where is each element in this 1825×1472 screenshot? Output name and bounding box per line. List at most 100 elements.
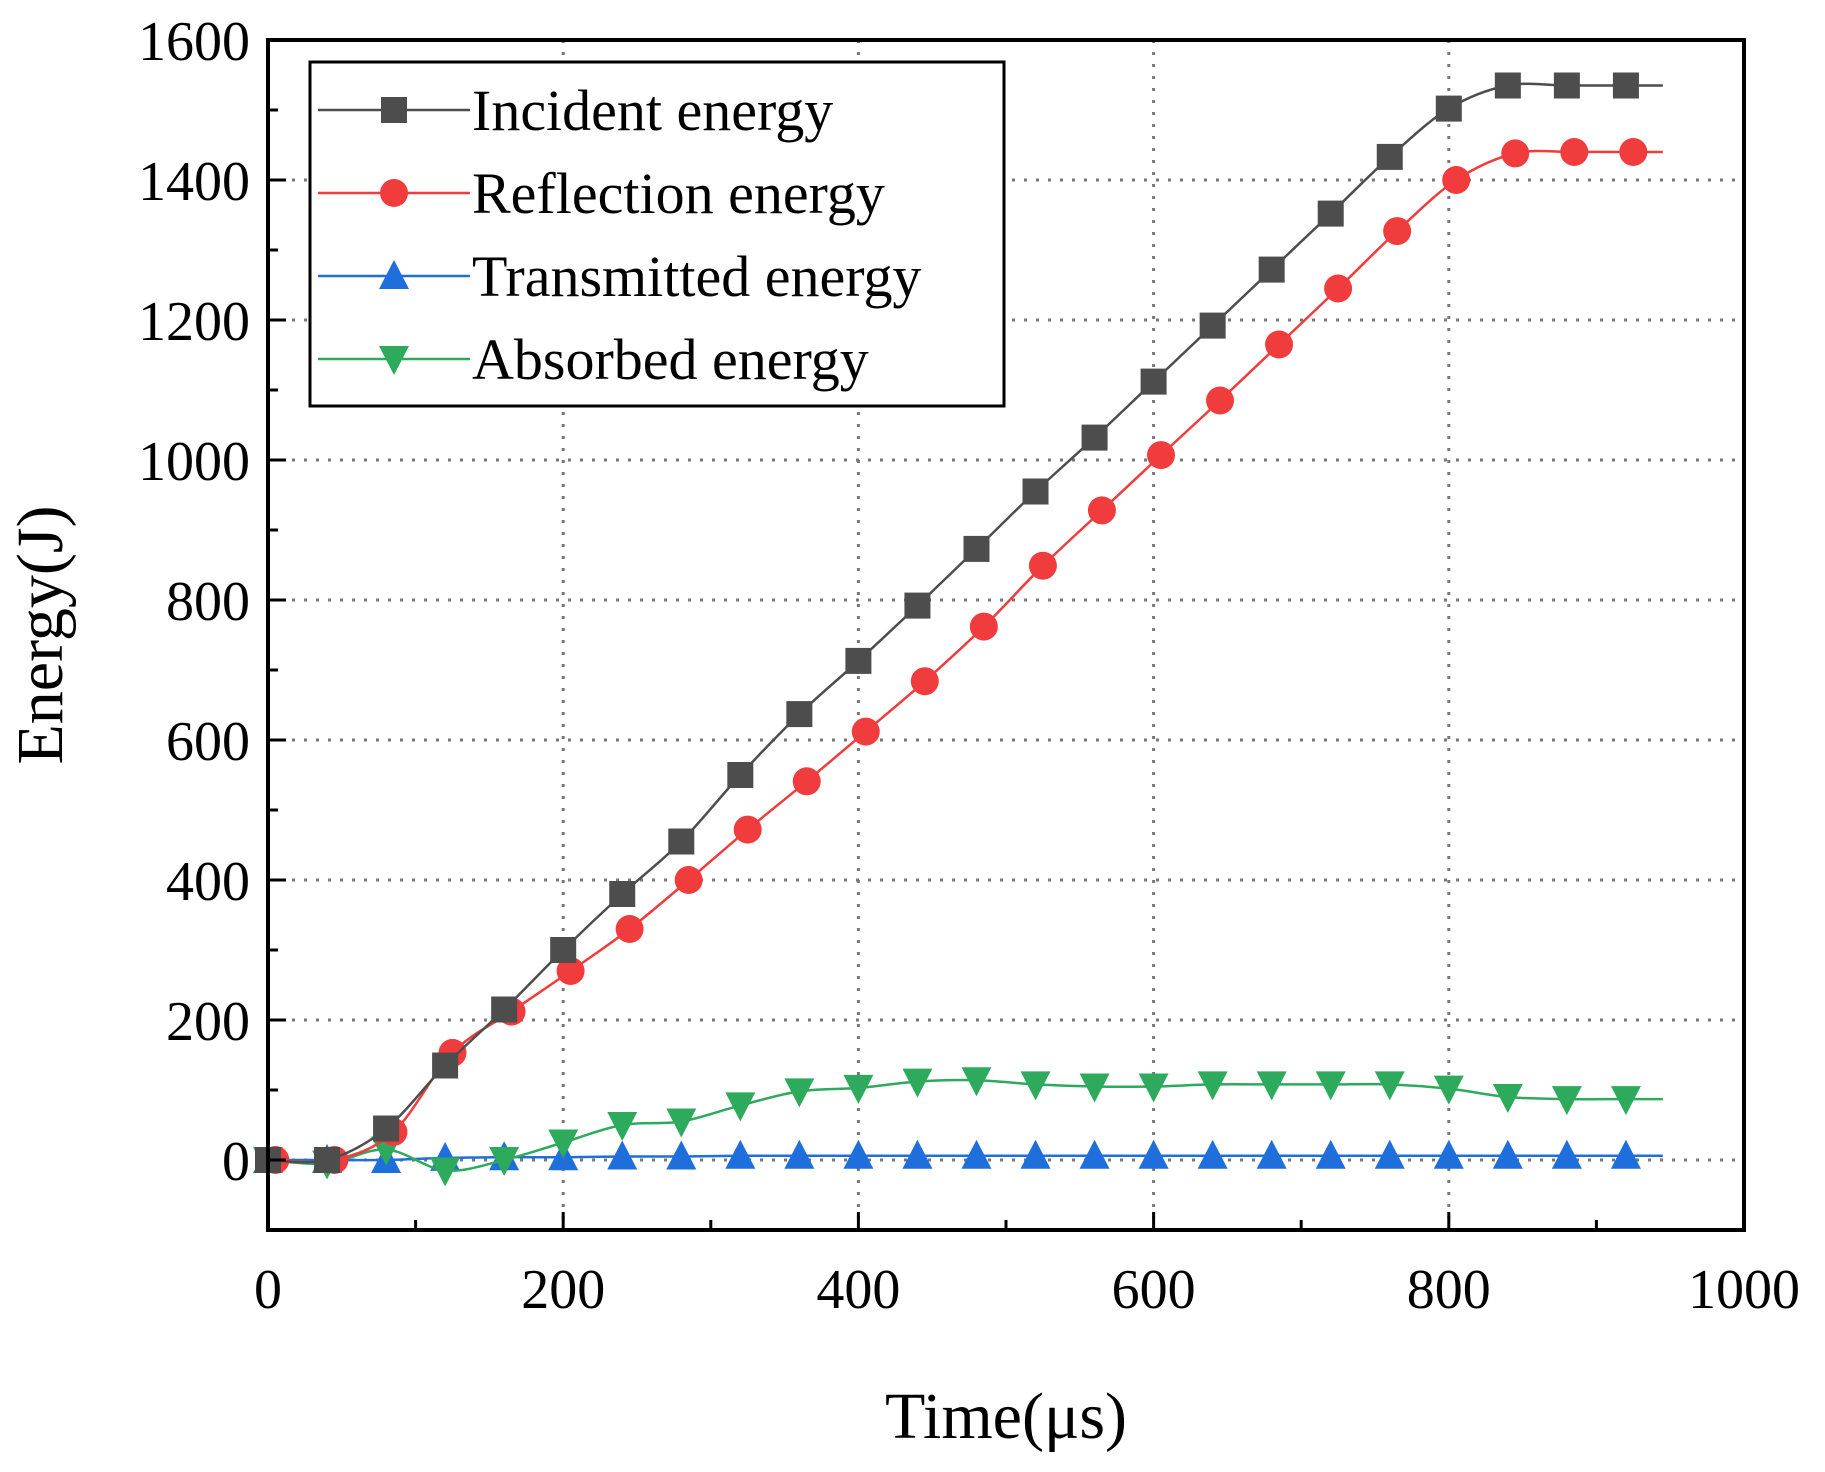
transmitted-point — [843, 1139, 874, 1169]
absorbed-point — [1020, 1071, 1051, 1101]
absorbed-point — [1551, 1086, 1582, 1116]
transmitted-point — [1374, 1139, 1405, 1169]
incident-point — [845, 647, 872, 674]
y-axis-title: Energy(J) — [4, 505, 77, 764]
reflection-point — [1324, 274, 1353, 303]
reflection-point — [1146, 441, 1175, 470]
reflection-point — [1442, 166, 1471, 194]
transmitted-point — [1138, 1139, 1169, 1169]
legend-box — [308, 60, 1006, 408]
transmitted-point — [1315, 1139, 1346, 1169]
incident-point — [491, 996, 518, 1023]
incident-point — [609, 881, 636, 907]
absorbed-point — [1315, 1071, 1346, 1101]
incident-point — [1022, 478, 1049, 505]
absorbed-point — [1492, 1084, 1523, 1113]
reflection-point — [1501, 139, 1530, 168]
absorbed-point — [430, 1157, 461, 1187]
y-tick-label: 1400 — [138, 151, 250, 213]
y-tick-label: 1600 — [138, 11, 250, 73]
incident-point — [1199, 312, 1226, 339]
absorbed-point — [961, 1067, 992, 1097]
tick-labels: 0 200 400 600 800 1000 0 200 400 600 800 1000 1200 14… — [138, 11, 1800, 1321]
transmitted-point — [1020, 1139, 1051, 1169]
absorbed-point — [1610, 1086, 1641, 1116]
transmitted-point — [1197, 1139, 1228, 1169]
transmitted-point — [607, 1140, 638, 1170]
legend: Incident energy Reflection energy Transmit… — [308, 60, 1006, 408]
reflection-point — [1383, 217, 1412, 246]
reflection-point — [1028, 551, 1057, 580]
x-tick-label: 600 — [1112, 1259, 1196, 1321]
x-tick-label: 200 — [521, 1259, 605, 1321]
incident-point — [1435, 95, 1462, 122]
reflection-point — [556, 957, 585, 985]
incident-point — [727, 762, 754, 788]
incident-point — [550, 937, 577, 963]
transmitted-point — [1492, 1139, 1523, 1169]
y-tick-label: 200 — [166, 991, 250, 1053]
y-tick-label: 600 — [166, 711, 250, 773]
incident-point — [904, 592, 931, 619]
incident-point — [373, 1115, 400, 1142]
incident-point — [786, 701, 813, 728]
absorbed-point — [725, 1092, 756, 1122]
incident-point — [1140, 368, 1167, 395]
absorbed-point — [784, 1078, 815, 1108]
absorbed-point — [548, 1129, 579, 1159]
reflection-point — [969, 612, 998, 641]
absorbed-point — [902, 1068, 933, 1098]
absorbed-point — [1433, 1075, 1464, 1105]
transmitted-point — [1551, 1139, 1582, 1169]
y-tick-label: 800 — [166, 571, 250, 633]
legend-marker-transmitted — [379, 260, 409, 289]
absorbed-point — [1374, 1071, 1405, 1101]
incident-point — [963, 535, 990, 562]
incident-point — [1258, 256, 1285, 283]
reflection-point — [1560, 138, 1589, 166]
reflection-point — [910, 667, 939, 696]
legend-label-absorbed: Absorbed energy — [472, 327, 869, 392]
x-axis-title: Time(μs) — [885, 1380, 1127, 1453]
y-tick-label: 1200 — [138, 291, 250, 353]
reflection-point — [674, 866, 703, 894]
incident-point — [314, 1147, 341, 1173]
incident-point — [1553, 72, 1580, 99]
y-tick-label: 400 — [166, 851, 250, 913]
transmitted-point — [666, 1140, 697, 1170]
absorbed-point — [843, 1074, 874, 1104]
transmitted-point — [1433, 1139, 1464, 1169]
absorbed-point — [1256, 1071, 1287, 1101]
absorbed-point — [1079, 1073, 1110, 1103]
series-transmitted — [253, 1139, 1663, 1173]
incident-point — [1612, 72, 1639, 99]
absorbed-point — [607, 1112, 638, 1141]
transmitted-point — [961, 1139, 992, 1169]
incident-point — [1376, 143, 1403, 170]
incident-point — [432, 1052, 459, 1079]
series-incident — [255, 72, 1663, 1173]
transmitted-point — [1079, 1139, 1110, 1169]
legend-label-transmitted: Transmitted energy — [472, 244, 921, 309]
y-tick-label: 1000 — [138, 431, 250, 493]
incident-point — [668, 828, 695, 855]
x-tick-label: 400 — [816, 1259, 900, 1321]
legend-marker-reflection — [380, 179, 408, 207]
reflection-point — [1206, 386, 1235, 415]
series-reflection — [261, 138, 1663, 1174]
transmitted-point — [902, 1139, 933, 1169]
reflection-point — [1265, 330, 1294, 359]
x-tick-label: 1000 — [1688, 1259, 1800, 1321]
legend-marker-incident — [381, 97, 407, 123]
absorbed-point — [1197, 1071, 1228, 1101]
reflection-point — [733, 815, 762, 844]
incident-point — [1317, 200, 1344, 227]
legend-label-reflection: Reflection energy — [472, 161, 885, 226]
legend-label-incident: Incident energy — [472, 78, 833, 143]
reflection-point — [851, 717, 880, 746]
reflection-point — [1619, 138, 1648, 166]
transmitted-point — [725, 1139, 756, 1169]
y-tick-label: 0 — [222, 1131, 250, 1193]
transmitted-point — [1610, 1139, 1641, 1169]
